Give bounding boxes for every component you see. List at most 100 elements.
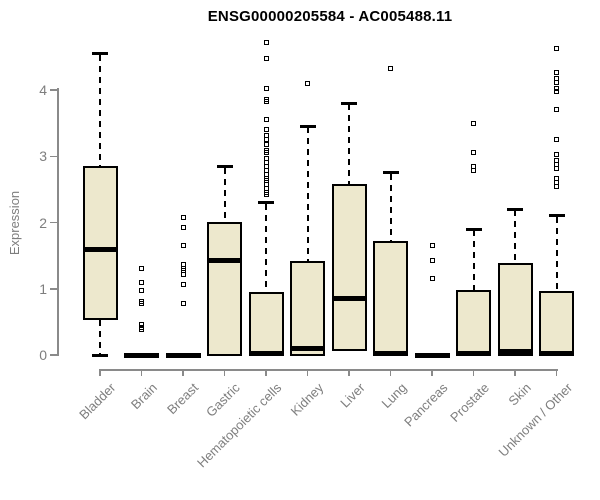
x-tick-label-breast: Breast [164,380,202,418]
y-tick-label-2: 2 [39,214,47,231]
outlier-point-hematopoietic-cells [263,186,269,192]
x-tick-liver [348,369,350,376]
outlier-point-hematopoietic-cells [263,189,269,195]
x-tick-label-gastric: Gastric [203,380,244,420]
outlier-point-hematopoietic-cells [263,117,269,123]
median-hematopoietic-cells [248,351,284,357]
median-prostate [456,350,491,356]
box-liver [331,183,367,352]
x-tick-lung [389,369,392,376]
upper-whisker-bladder [99,54,101,166]
outlier-point-unknown-other [554,75,559,81]
lower-whisker-cap-bladder [92,353,108,357]
outlier-point-unknown-other [554,162,559,168]
box-bladder [82,165,118,320]
y-tick-label-0: 0 [39,347,47,363]
outlier-point-unknown-other [554,80,559,86]
median-pancreas [414,352,450,358]
outlier-point-unknown-other [554,152,559,158]
y-tick-label-4: 4 [39,82,47,98]
outlier-point-brain [139,287,144,293]
x-tick-label-prostate: Prostate [447,380,493,425]
y-tick-3 [50,155,57,157]
x-tick-unknown-other [555,369,558,376]
outlier-point-hematopoietic-cells [263,192,269,198]
upper-whisker-cap-bladder [92,52,108,56]
x-tick-prostate [472,369,475,376]
outlier-point-prostate [471,164,476,170]
outlier-point-prostate [471,120,476,126]
median-lung [373,350,408,356]
box-lung [373,241,408,356]
outlier-point-prostate [471,167,476,173]
upper-whisker-lung [389,173,392,242]
x-tick-label-lung: Lung [378,380,410,412]
outlier-point-breast [180,265,186,271]
outlier-point-unknown-other [554,69,559,75]
box-kidney [290,261,325,356]
median-unknown-other [539,350,574,356]
upper-whisker-kidney [306,127,309,262]
x-tick-breast [182,369,184,376]
median-liver [331,296,367,302]
upper-whisker-unknown-other [555,216,558,292]
median-gastric [207,257,242,263]
upper-whisker-hematopoietic-cells [265,203,267,293]
outlier-point-unknown-other [554,137,559,143]
y-tick-0 [50,354,57,356]
upper-whisker-gastric [223,167,226,222]
x-tick-brain [140,369,143,376]
upper-whisker-cap-liver [341,101,357,105]
outlier-point-breast [180,242,186,248]
x-tick-label-liver: Liver [337,380,368,411]
x-tick-pancreas [431,369,433,376]
y-tick-label-3: 3 [39,148,47,165]
upper-whisker-skin [514,210,516,264]
outlier-point-brain [139,322,144,328]
outlier-point-kidney [305,80,310,86]
box-unknown-other [539,291,574,356]
x-tick-hematopoietic-cells [265,369,267,376]
outlier-point-breast [180,268,186,274]
outlier-point-hematopoietic-cells [263,142,269,148]
outlier-point-unknown-other [554,165,559,171]
outlier-point-brain [139,280,144,286]
x-tick-skin [514,369,516,376]
upper-whisker-cap-gastric [216,165,233,169]
upper-whisker-cap-skin [507,207,523,211]
x-tick-label-bladder: Bladder [76,380,119,423]
outlier-point-hematopoietic-cells [263,85,269,91]
x-tick-label-skin: Skin [505,380,534,409]
lower-whisker-bladder [99,319,101,354]
outlier-point-brain [139,326,144,332]
outlier-point-breast [180,262,186,268]
outlier-point-hematopoietic-cells [263,137,269,143]
outlier-point-prostate [471,149,476,155]
upper-whisker-liver [348,104,350,184]
outlier-point-hematopoietic-cells [263,56,269,62]
outlier-point-brain [139,266,144,272]
outlier-point-pancreas [429,257,435,263]
outlier-point-pancreas [429,276,435,282]
outlier-point-pancreas [429,242,435,248]
box-skin [497,263,533,356]
outlier-point-breast [180,224,186,230]
upper-whisker-cap-hematopoietic-cells [258,201,274,205]
outlier-point-unknown-other [554,89,559,95]
upper-whisker-cap-unknown-other [548,214,565,218]
x-tick-label-kidney: Kidney [287,380,327,419]
y-tick-2 [50,221,57,224]
outlier-point-hematopoietic-cells [263,150,269,156]
upper-whisker-cap-kidney [299,124,316,128]
x-tick-label-unknown-other: Unknown / Other [495,380,576,460]
median-breast [165,352,201,358]
outlier-point-unknown-other [554,175,559,181]
median-kidney [290,345,325,351]
outlier-point-unknown-other [554,157,559,163]
outlier-point-unknown-other [554,107,559,113]
outlier-point-hematopoietic-cells [263,127,269,133]
box-prostate [456,289,491,356]
outlier-point-breast [180,282,186,288]
upper-whisker-cap-prostate [465,227,482,231]
outlier-point-breast [180,300,186,306]
